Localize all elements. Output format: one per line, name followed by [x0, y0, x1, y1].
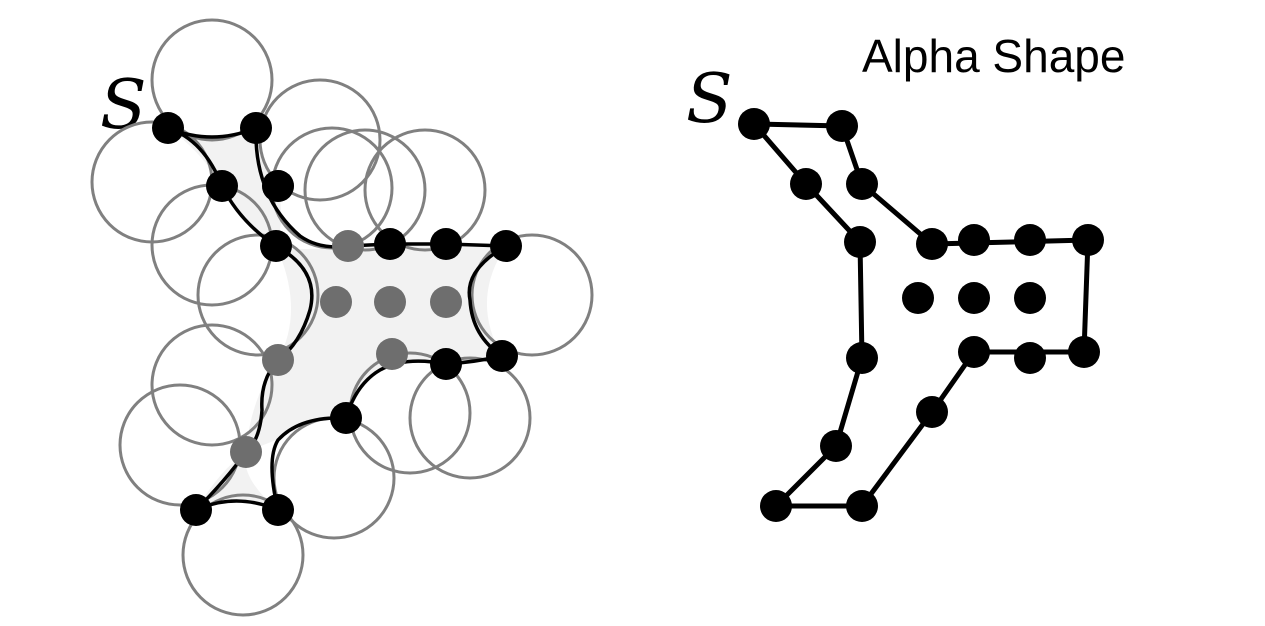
boundary-point — [846, 490, 878, 522]
boundary-arc — [467, 244, 507, 358]
interior-point — [320, 286, 352, 318]
boundary-point — [738, 108, 770, 140]
boundary-point — [330, 402, 362, 434]
right-points — [738, 108, 1104, 522]
interior-point — [374, 286, 406, 318]
boundary-point — [152, 112, 184, 144]
interior-point — [430, 286, 462, 318]
boundary-point — [240, 112, 272, 144]
right-panel: S Alpha Shape — [686, 30, 1125, 522]
boundary-point — [820, 430, 852, 462]
boundary-arc — [344, 359, 447, 419]
boundary-point — [1072, 224, 1104, 256]
right-set-label: S — [686, 60, 733, 139]
boundary-point — [1068, 336, 1100, 368]
alpha-circle — [470, 233, 594, 357]
alpha-region — [168, 128, 506, 510]
alpha-circle — [363, 128, 487, 252]
boundary-arc — [270, 416, 347, 511]
interior-point — [377, 339, 407, 369]
polygon-edge — [929, 237, 1091, 247]
boundary-point — [844, 226, 876, 258]
boundary-point — [916, 396, 948, 428]
alpha-circle — [181, 493, 305, 617]
interior-point — [333, 231, 363, 261]
alpha-circle — [150, 183, 274, 307]
boundary-point — [374, 228, 406, 260]
boundary-arc — [275, 244, 314, 362]
polygon-edge — [1081, 237, 1091, 355]
boundary-point — [262, 494, 294, 526]
boundary-point — [846, 168, 878, 200]
left-points — [152, 112, 522, 526]
boundary-arc — [347, 242, 507, 248]
polygon-edge — [857, 239, 865, 361]
boundary-point — [958, 224, 990, 256]
alpha-circle — [150, 323, 274, 447]
interior-point — [263, 345, 293, 375]
polygon-edge — [859, 409, 935, 509]
alpha-circle — [90, 120, 214, 244]
left-panel: S — [90, 18, 594, 617]
boundary-point — [206, 170, 238, 202]
alpha-circle — [150, 18, 274, 142]
boundary-point — [826, 110, 858, 142]
interior-point — [231, 437, 261, 467]
boundary-point — [430, 228, 462, 260]
interior-point — [1014, 282, 1046, 314]
boundary-point — [846, 342, 878, 374]
boundary-point — [790, 168, 822, 200]
boundary-point — [262, 170, 294, 202]
boundary-point — [430, 348, 462, 380]
boundary-point — [760, 490, 792, 522]
alpha-shape-title: Alpha Shape — [862, 30, 1125, 82]
boundary-arc — [254, 127, 349, 249]
boundary-point — [490, 230, 522, 262]
interior-point — [958, 282, 990, 314]
left-set-label: S — [100, 66, 147, 145]
interior-point — [902, 282, 934, 314]
boundary-point — [486, 340, 518, 372]
boundary-point — [958, 336, 990, 368]
boundary-point — [180, 494, 212, 526]
alpha-circle — [408, 356, 532, 480]
boundary-point — [1014, 224, 1046, 256]
alpha-circle — [303, 128, 427, 252]
boundary-point — [1014, 342, 1046, 374]
boundary-point — [916, 228, 948, 260]
boundary-point — [260, 230, 292, 262]
alpha-circle — [196, 233, 320, 357]
